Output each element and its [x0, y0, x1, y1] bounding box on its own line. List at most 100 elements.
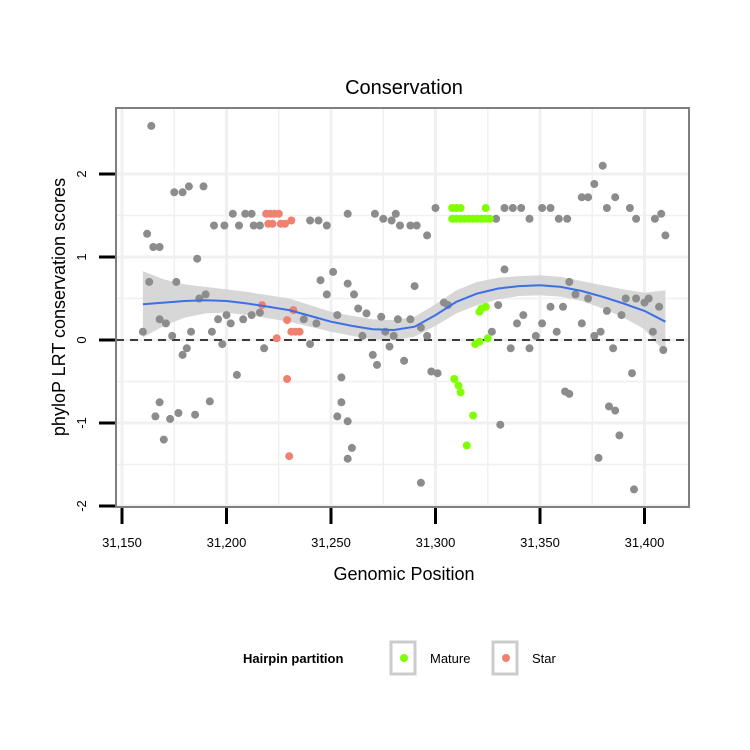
mature-point	[485, 214, 494, 223]
other-point	[625, 204, 634, 212]
mature-point	[471, 340, 480, 349]
legend-swatch-star	[502, 654, 510, 662]
other-point	[373, 360, 381, 369]
legend-label-star: Star	[532, 651, 557, 666]
other-point	[172, 277, 181, 286]
legend-title: Hairpin partition	[243, 651, 343, 666]
other-point	[249, 221, 258, 230]
other-point	[187, 327, 195, 336]
other-point	[396, 221, 404, 230]
other-point	[661, 231, 670, 240]
other-point	[299, 315, 308, 324]
other-point	[546, 204, 555, 212]
other-point	[602, 306, 611, 315]
other-point	[370, 209, 379, 218]
other-point	[222, 311, 231, 320]
star-point	[268, 219, 277, 228]
other-point	[151, 412, 160, 421]
x-tick-label: 31,200	[207, 535, 247, 550]
other-point	[431, 204, 440, 212]
star-point	[283, 316, 292, 325]
other-point	[584, 193, 593, 202]
other-point	[596, 327, 605, 336]
other-point	[525, 214, 534, 223]
other-point	[385, 342, 394, 351]
other-point	[496, 420, 505, 429]
other-point	[232, 370, 241, 379]
other-point	[406, 315, 415, 324]
other-point	[416, 323, 425, 332]
other-point	[168, 331, 177, 340]
other-point	[611, 193, 620, 202]
other-point	[650, 214, 659, 223]
other-point	[444, 301, 452, 310]
other-point	[644, 294, 653, 303]
other-point	[306, 216, 315, 225]
other-point	[147, 121, 156, 130]
other-point	[207, 327, 216, 336]
other-point	[517, 204, 526, 212]
y-tick-label: 2	[74, 170, 89, 177]
other-point	[628, 369, 636, 378]
chart-title: Conservation	[345, 77, 463, 99]
other-point	[210, 221, 218, 230]
other-point	[500, 204, 509, 212]
mature-point	[475, 307, 484, 316]
mature-point	[454, 381, 463, 390]
other-point	[239, 315, 248, 324]
mature-point	[456, 204, 465, 212]
mature-point	[456, 388, 465, 397]
other-point	[220, 221, 229, 230]
other-point	[538, 204, 547, 212]
other-point	[155, 243, 164, 251]
other-point	[531, 331, 540, 340]
y-axis-title: phyloP LRT conservation scores	[49, 178, 69, 436]
other-point	[559, 302, 567, 311]
other-point	[538, 319, 547, 328]
other-point	[565, 277, 574, 286]
other-point	[343, 279, 352, 288]
other-point	[333, 311, 342, 320]
other-point	[500, 265, 509, 274]
other-point	[199, 182, 208, 191]
other-point	[400, 356, 409, 365]
other-point	[659, 346, 668, 354]
other-point	[260, 344, 269, 353]
other-point	[193, 254, 202, 263]
other-point	[178, 350, 187, 359]
other-point	[423, 231, 432, 240]
other-point	[235, 221, 243, 230]
other-point	[337, 373, 346, 382]
star-point	[281, 219, 289, 228]
star-point	[287, 216, 296, 225]
other-point	[584, 294, 593, 303]
confidence-band	[142, 271, 666, 354]
other-point	[255, 308, 264, 317]
panel-border	[115, 107, 690, 508]
other-point	[412, 221, 421, 230]
other-point	[492, 214, 501, 223]
other-point	[605, 402, 613, 411]
other-point	[161, 319, 170, 328]
other-point	[347, 443, 356, 452]
other-point	[410, 282, 419, 291]
other-point	[494, 301, 503, 310]
other-point	[184, 182, 193, 191]
other-point	[314, 216, 323, 225]
other-point	[391, 209, 400, 218]
x-tick-label: 31,300	[416, 535, 456, 550]
other-point	[316, 276, 325, 285]
y-tick-label: -1	[74, 417, 89, 429]
other-point	[389, 331, 398, 340]
other-point	[174, 409, 183, 417]
other-point	[247, 311, 256, 320]
other-point	[513, 319, 521, 328]
other-point	[590, 331, 599, 340]
x-axis-title: Genomic Position	[333, 564, 474, 584]
other-point	[155, 398, 164, 407]
other-point	[552, 327, 561, 336]
other-point	[362, 309, 371, 318]
other-point	[226, 319, 235, 328]
x-tick-label: 31,350	[520, 535, 560, 550]
other-point	[487, 327, 496, 336]
